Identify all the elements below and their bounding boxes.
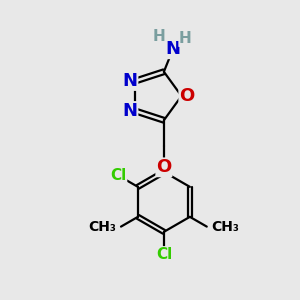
Text: N: N — [122, 102, 137, 120]
Text: O: O — [156, 158, 172, 176]
Text: H: H — [153, 29, 166, 44]
Text: N: N — [122, 72, 137, 90]
Text: CH₃: CH₃ — [88, 220, 116, 234]
Text: Cl: Cl — [110, 168, 127, 183]
Text: N: N — [165, 40, 180, 58]
Text: H: H — [179, 31, 192, 46]
Text: Cl: Cl — [156, 247, 172, 262]
Text: O: O — [179, 87, 194, 105]
Text: CH₃: CH₃ — [211, 220, 239, 234]
